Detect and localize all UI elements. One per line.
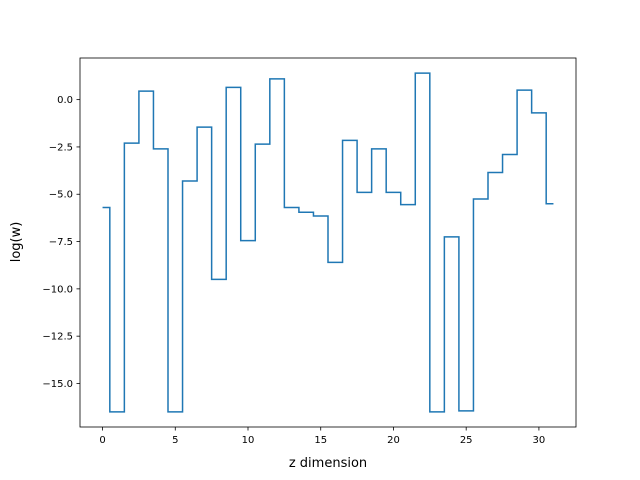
- y-tick-label: −12.5: [42, 332, 73, 343]
- x-tick-label: 10: [242, 435, 255, 446]
- x-axis-label: z dimension: [289, 456, 367, 471]
- axes-frame: [79, 57, 577, 428]
- y-axis-ticks: 0.0 −2.5 −5.0 −7.5 −10.0 −12.5 −15.0: [42, 95, 80, 390]
- series-line: [102, 72, 554, 413]
- x-tick-label: 5: [172, 435, 178, 446]
- y-tick-label: −2.5: [49, 142, 73, 153]
- y-tick-label: −7.5: [49, 237, 73, 248]
- y-tick-label: −5.0: [49, 190, 73, 201]
- y-tick-label: −10.0: [42, 284, 73, 295]
- y-tick-label: −15.0: [42, 379, 73, 390]
- x-tick-label: 30: [533, 435, 546, 446]
- y-tick-label: 0.0: [57, 95, 73, 106]
- y-axis-label: log(w): [9, 222, 24, 263]
- x-tick-label: 0: [99, 435, 105, 446]
- x-tick-label: 20: [387, 435, 400, 446]
- x-axis-ticks: 0 5 10 15 20 25 30: [99, 427, 545, 446]
- x-tick-label: 15: [314, 435, 327, 446]
- x-tick-label: 25: [460, 435, 473, 446]
